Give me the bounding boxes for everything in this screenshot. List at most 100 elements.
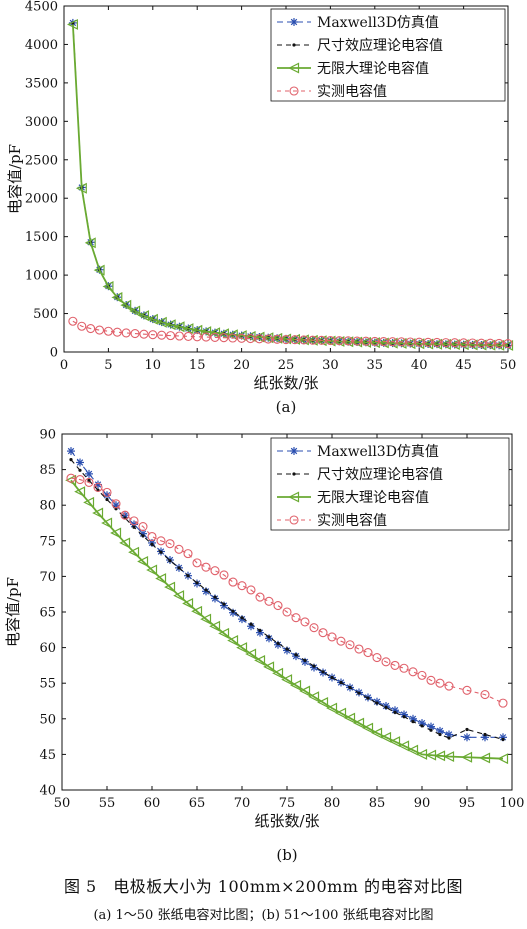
x-tick-label: 50 <box>500 358 517 373</box>
data-point <box>476 338 486 348</box>
data-point <box>290 679 302 691</box>
series-size_effect <box>69 458 505 742</box>
legend-box <box>270 437 510 531</box>
data-point <box>353 717 365 729</box>
data-point <box>94 325 105 335</box>
data-point <box>240 616 244 620</box>
data-point <box>157 330 167 340</box>
data-point <box>393 710 397 714</box>
x-tick-label: 95 <box>459 796 476 811</box>
data-point <box>210 332 220 342</box>
y-tick-label: 2500 <box>25 153 58 168</box>
data-point <box>426 675 436 685</box>
figure-caption: 图 5 电极板大小为 100mm×200mm 的电容对比图 <box>63 877 464 896</box>
data-point <box>299 335 309 345</box>
data-point <box>291 613 301 623</box>
data-point <box>461 751 473 763</box>
x-tick-label: 0 <box>60 358 68 373</box>
data-point <box>85 469 93 478</box>
legend-entry: Maxwell3D仿真值 <box>317 444 439 460</box>
data-point <box>330 675 334 680</box>
data-point <box>308 335 318 345</box>
data-point <box>479 752 491 764</box>
data-point <box>77 321 87 331</box>
y-tick-label: 75 <box>39 534 56 549</box>
data-point <box>69 458 73 462</box>
data-point <box>325 335 335 346</box>
data-point <box>87 478 91 482</box>
data-point <box>308 691 320 703</box>
data-point <box>209 327 221 339</box>
data-point <box>200 613 212 625</box>
data-point <box>245 333 256 344</box>
data-point <box>423 337 433 347</box>
data-point <box>102 281 114 292</box>
data-point <box>281 334 291 345</box>
data-point <box>312 664 316 668</box>
data-point <box>182 597 194 609</box>
data-point <box>334 336 344 346</box>
data-point <box>249 622 253 626</box>
data-point <box>228 333 238 343</box>
data-point <box>155 316 167 328</box>
data-point <box>164 581 176 593</box>
data-point <box>390 660 400 670</box>
chart-a: 0 5 10 15 20 25 30 35 40 45 5005001000150020002500… <box>6 0 517 416</box>
x-tick-label: 15 <box>189 358 206 373</box>
y-tick-label: 3000 <box>25 115 58 130</box>
data-point <box>294 653 298 657</box>
data-point <box>317 696 329 708</box>
series-infinite <box>65 474 509 765</box>
y-axis-label: 电容值/pF <box>6 144 24 214</box>
data-point <box>429 728 433 732</box>
x-tick-label: 60 <box>144 796 161 811</box>
data-point <box>384 705 388 710</box>
legend-entry: 尺寸效应理论电容值 <box>317 37 443 54</box>
data-point <box>237 333 247 343</box>
data-point <box>128 546 140 558</box>
x-tick-label: 65 <box>189 796 206 811</box>
data-point <box>67 18 78 30</box>
data-point <box>485 338 495 348</box>
data-point <box>192 332 202 342</box>
y-tick-label: 80 <box>39 499 56 514</box>
x-tick-label: 70 <box>234 796 251 811</box>
data-point <box>405 337 415 347</box>
series-line <box>70 459 504 740</box>
data-point <box>361 336 371 346</box>
data-point <box>414 337 424 347</box>
data-point <box>138 310 150 322</box>
data-point <box>450 338 460 348</box>
x-tick-label: 50 <box>54 796 71 811</box>
x-tick-label: 45 <box>455 358 472 373</box>
y-tick-label: 45 <box>39 748 56 763</box>
data-point <box>396 337 406 347</box>
data-point <box>101 517 113 529</box>
data-point <box>272 334 282 344</box>
x-axis-label: 纸张数/张 <box>253 374 318 392</box>
data-point <box>443 751 455 763</box>
data-point <box>186 574 190 578</box>
data-point <box>501 737 505 742</box>
data-point <box>166 331 176 341</box>
data-point <box>111 499 121 509</box>
data-point <box>371 727 383 739</box>
data-point <box>130 328 140 339</box>
data-point <box>147 531 157 542</box>
data-point <box>336 636 346 646</box>
data-point <box>388 337 398 347</box>
data-point <box>86 323 96 334</box>
y-tick-label: 4000 <box>25 38 58 53</box>
legend-marker <box>289 515 299 525</box>
data-point <box>316 335 327 345</box>
data-point <box>66 473 76 483</box>
data-point <box>105 497 109 502</box>
data-point <box>339 680 343 685</box>
x-tick-label: 85 <box>369 796 386 811</box>
x-tick-label: 55 <box>99 796 116 811</box>
data-point <box>182 323 194 335</box>
x-tick-label: 35 <box>367 358 384 373</box>
data-point <box>146 313 158 325</box>
data-point <box>93 264 105 276</box>
data-point <box>366 696 370 700</box>
